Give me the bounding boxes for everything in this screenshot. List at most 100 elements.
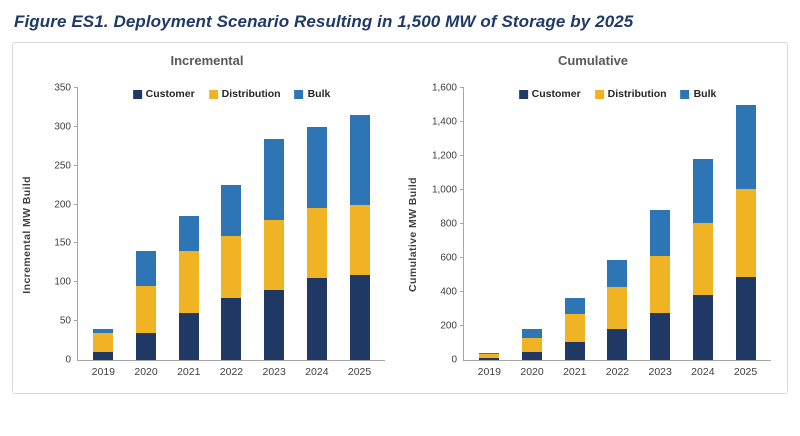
bar-segment-distribution xyxy=(264,220,285,291)
y-axis-title-text: Incremental MW Build xyxy=(21,175,33,294)
bar-segment-customer xyxy=(564,342,585,360)
y-tick-mark xyxy=(74,203,78,205)
y-tick-label: 800 xyxy=(440,218,457,230)
y-tick-label: 100 xyxy=(54,276,71,288)
bar-segment-distribution xyxy=(692,223,713,296)
y-tick-mark xyxy=(74,164,78,166)
y-tick-label: 250 xyxy=(54,160,71,172)
bar-2020: 2020 xyxy=(134,88,158,378)
bar-segment-bulk xyxy=(564,297,585,315)
bar-segment-bulk xyxy=(650,210,671,257)
bar-2024: 2024 xyxy=(305,88,329,378)
x-tick-label: 2019 xyxy=(477,366,502,378)
bar-2025: 2025 xyxy=(348,88,371,378)
y-tick-mark xyxy=(460,325,464,326)
bar-segment-bulk xyxy=(607,259,628,287)
legend-swatch-icon xyxy=(294,89,304,99)
legend-item-bulk: Bulk xyxy=(294,88,331,100)
x-tick-label: 2025 xyxy=(347,366,372,378)
y-tick-mark xyxy=(74,125,78,127)
x-tick-label: 2020 xyxy=(134,366,158,378)
bar-segment-distribution xyxy=(650,256,671,314)
legend-label: Bulk xyxy=(307,88,331,100)
y-tick-label: 200 xyxy=(54,199,71,211)
y-axis-title: Incremental MW Build xyxy=(19,82,35,387)
bar-segment-customer xyxy=(136,332,157,360)
x-tick-label: 2021 xyxy=(563,366,587,378)
legend-swatch-icon xyxy=(132,89,142,99)
bar-segment-customer xyxy=(650,313,671,360)
bar-2025: 2025 xyxy=(734,88,757,378)
bar-2022: 2022 xyxy=(606,88,629,378)
bar-segment-bulk xyxy=(264,138,285,221)
bar-segment-customer xyxy=(692,295,713,360)
plot-outer: Customer Distribution Bulk 2019 2020 2021 202… xyxy=(35,82,395,387)
y-tick-label: 600 xyxy=(440,252,457,264)
y-tick-label: 50 xyxy=(59,315,71,327)
y-tick-mark xyxy=(460,155,464,156)
figure-title: Figure ES1. Deployment Scenario Resultin… xyxy=(14,12,634,31)
bar-segment-customer xyxy=(221,297,242,360)
legend-label: Bulk xyxy=(693,88,717,100)
x-tick-label: 2023 xyxy=(262,366,286,378)
legend-item-distribution: Distribution xyxy=(208,88,281,100)
plot-area: Customer Distribution Bulk 2019 2020 2021 202… xyxy=(54,83,385,378)
bar-segment-customer xyxy=(178,313,199,360)
y-tick-label: 1,000 xyxy=(431,184,457,196)
y-axis-title: Cumulative MW Build xyxy=(405,82,421,387)
bar-segment-customer xyxy=(306,278,327,360)
y-tick-label: 200 xyxy=(440,320,457,332)
chart-title: Incremental xyxy=(170,53,244,68)
legend: Customer Distribution Bulk xyxy=(132,88,331,100)
incremental-chart: Incremental Incremental MW Build Custome… xyxy=(19,51,395,387)
y-tick-mark xyxy=(74,320,78,322)
x-tick-label: 2020 xyxy=(520,366,544,378)
bars-row: 2019 2020 2021 2022 2023 2024 2025 xyxy=(78,88,385,378)
chart-body: Incremental MW Build Customer Distributio… xyxy=(19,82,395,387)
y-tick-mark xyxy=(460,291,464,292)
bar-segment-bulk xyxy=(221,185,242,236)
legend-item-customer: Customer xyxy=(132,88,195,100)
x-tick-label: 2024 xyxy=(305,366,329,378)
y-tick-mark xyxy=(460,257,464,258)
bar-segment-distribution xyxy=(136,286,157,333)
y-tick-label: 1,600 xyxy=(431,82,457,94)
bar-segment-bulk xyxy=(93,328,114,333)
bar-segment-distribution xyxy=(221,235,242,298)
bar-segment-customer xyxy=(479,358,500,360)
bar-2023: 2023 xyxy=(648,88,672,378)
legend-label: Distribution xyxy=(221,88,281,100)
bar-segment-bulk xyxy=(735,105,756,190)
y-tick-mark xyxy=(74,87,78,88)
cumulative-chart: Cumulative Cumulative MW Build Customer D… xyxy=(405,51,781,387)
bar-segment-bulk xyxy=(479,353,500,355)
y-tick-mark xyxy=(460,121,464,122)
bar-segment-distribution xyxy=(522,337,543,353)
bar-segment-distribution xyxy=(93,332,114,353)
bar-segment-bulk xyxy=(522,329,543,338)
legend-swatch-icon xyxy=(208,89,218,99)
bar-segment-distribution xyxy=(178,251,199,314)
y-tick-label: 1,400 xyxy=(431,116,457,128)
bar-segment-bulk xyxy=(136,251,157,287)
y-tick-mark xyxy=(460,223,464,224)
x-tick-label: 2023 xyxy=(648,366,672,378)
bar-2022: 2022 xyxy=(220,88,243,378)
chart-body: Cumulative MW Build Customer Distribution… xyxy=(405,82,781,387)
bar-segment-customer xyxy=(264,290,285,360)
bar-segment-bulk xyxy=(692,159,713,224)
bar-segment-bulk xyxy=(349,115,370,205)
bar-2019: 2019 xyxy=(478,88,501,378)
charts-container: Incremental Incremental MW Build Custome… xyxy=(12,42,788,394)
legend-item-bulk: Bulk xyxy=(680,88,717,100)
x-tick-label: 2021 xyxy=(177,366,201,378)
bar-segment-bulk xyxy=(306,126,327,209)
bar-2021: 2021 xyxy=(563,88,586,378)
bar-segment-customer xyxy=(93,352,114,360)
x-tick-label: 2024 xyxy=(691,366,715,378)
bar-segment-customer xyxy=(522,352,543,360)
bar-segment-distribution xyxy=(479,354,500,359)
plot-outer: Customer Distribution Bulk 2019 2020 2021 202… xyxy=(421,82,781,387)
y-tick-label: 300 xyxy=(54,121,71,133)
bar-segment-customer xyxy=(735,276,756,360)
